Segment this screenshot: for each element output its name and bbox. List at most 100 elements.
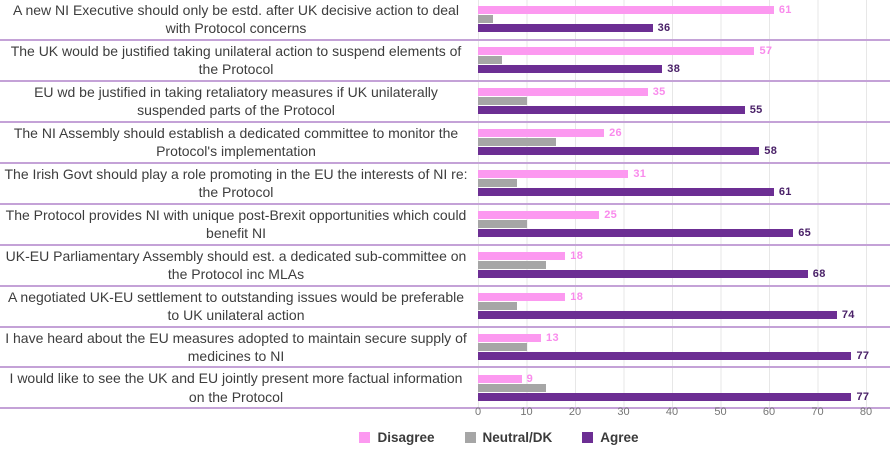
bar-disagree: 26 xyxy=(478,127,622,139)
row-plot-area: 26 58 xyxy=(478,123,890,162)
legend-swatch xyxy=(359,432,371,443)
bar-neutral-dk xyxy=(478,97,527,106)
category-label: I would like to see the UK and EU jointl… xyxy=(9,370,463,405)
x-tick-label: 80 xyxy=(859,406,873,418)
data-label: 61 xyxy=(778,4,792,17)
chart-legend: Disagree Neutral/DK Agree xyxy=(0,430,890,445)
data-label: 68 xyxy=(812,268,826,281)
row-plot-area: 18 74 xyxy=(478,287,890,326)
bar-disagree: 18 xyxy=(478,291,583,303)
bar-group: 18 74 xyxy=(478,291,866,321)
row-plot-area: 25 65 xyxy=(478,205,890,244)
data-label: 35 xyxy=(652,86,666,99)
chart-row: EU wd be justified in taking retaliatory… xyxy=(0,82,890,123)
chart-row: UK-EU Parliamentary Assembly should est.… xyxy=(0,246,890,287)
legend-swatch xyxy=(464,432,476,443)
x-tick-label: 30 xyxy=(617,406,630,418)
bar-agree: 61 xyxy=(478,186,791,198)
bar-group: 9 77 xyxy=(478,373,869,403)
bar-agree: 36 xyxy=(478,22,670,34)
bar-group: 61 36 xyxy=(478,4,866,34)
data-label: 25 xyxy=(604,209,618,222)
bar-agree: 77 xyxy=(478,391,869,403)
data-label: 18 xyxy=(570,250,584,263)
x-tick-label: 0 xyxy=(474,406,482,418)
legend-label: Neutral/DK xyxy=(482,430,553,445)
bar-disagree: 61 xyxy=(478,4,791,16)
bar-disagree: 13 xyxy=(478,332,559,344)
bar-disagree: 57 xyxy=(478,45,772,57)
data-label: 13 xyxy=(546,331,559,344)
bar-neutral-dk xyxy=(478,138,556,147)
bar-agree: 55 xyxy=(478,104,762,116)
data-label: 58 xyxy=(764,145,778,158)
legend-item-agree: Agree xyxy=(582,430,639,445)
data-label: 55 xyxy=(749,104,763,117)
bar-group: 18 68 xyxy=(478,250,866,280)
data-label: 77 xyxy=(856,349,870,362)
chart-row: The UK would be justified taking unilate… xyxy=(0,41,890,82)
x-tick-label: 20 xyxy=(568,406,582,418)
data-label: 38 xyxy=(667,63,681,76)
data-label: 36 xyxy=(657,22,671,35)
data-label: 26 xyxy=(609,127,622,140)
bar-agree: 38 xyxy=(478,63,680,75)
legend-label: Agree xyxy=(600,430,639,445)
row-plot-area: 9 77 xyxy=(478,368,890,407)
data-label: 9 xyxy=(526,372,534,385)
data-label: 18 xyxy=(570,291,584,304)
x-tick-label: 50 xyxy=(714,406,727,418)
row-plot-area: 61 36 xyxy=(478,0,890,39)
x-axis: 0 10 20 30 40 50 60 70 80 xyxy=(474,406,872,422)
bar-disagree: 9 xyxy=(478,373,533,385)
bar-group: 26 58 xyxy=(478,127,866,157)
bar-disagree: 35 xyxy=(478,86,665,98)
x-tick-label: 70 xyxy=(811,406,824,418)
row-plot-area: 31 61 xyxy=(478,164,890,203)
bar-disagree: 31 xyxy=(478,168,646,180)
row-plot-area: 13 77 xyxy=(478,328,890,367)
bar-neutral-dk xyxy=(478,15,493,24)
category-label: EU wd be justified in taking retaliatory… xyxy=(34,83,438,119)
legend-label: Disagree xyxy=(377,430,435,445)
category-label: The Irish Govt should play a role promot… xyxy=(4,165,468,201)
data-label: 31 xyxy=(633,168,647,181)
category-label: A negotiated UK-EU settlement to outstan… xyxy=(7,288,465,324)
bar-group: 31 61 xyxy=(478,168,866,198)
bar-agree: 58 xyxy=(478,145,777,157)
bar-neutral-dk xyxy=(478,302,517,311)
bar-agree: 77 xyxy=(478,350,869,362)
category-label: The NI Assembly should establish a dedic… xyxy=(13,124,459,160)
data-label: 61 xyxy=(778,186,792,199)
x-tick-label: 60 xyxy=(762,406,776,418)
data-label: 57 xyxy=(759,45,773,58)
chart-rows: A new NI Executive should only be estd. … xyxy=(0,0,890,410)
bar-disagree: 25 xyxy=(478,209,617,221)
data-label: 65 xyxy=(798,227,812,240)
bar-neutral-dk xyxy=(478,220,527,229)
category-label: A new NI Executive should only be estd. … xyxy=(13,2,459,37)
data-label: 77 xyxy=(856,390,870,403)
row-plot-area: 35 55 xyxy=(478,82,890,121)
chart-row: A new NI Executive should only be estd. … xyxy=(0,0,890,41)
legend-item-disagree: Disagree xyxy=(359,430,435,445)
bar-agree: 65 xyxy=(478,227,811,239)
bar-group: 13 77 xyxy=(478,332,869,362)
category-label: UK-EU Parliamentary Assembly should est.… xyxy=(5,247,467,283)
category-label: The UK would be justified taking unilate… xyxy=(10,42,462,78)
bar-group: 35 55 xyxy=(478,86,866,116)
category-label: I have heard about the EU measures adopt… xyxy=(5,329,467,364)
legend-swatch xyxy=(582,432,594,443)
row-plot-area: 57 38 xyxy=(478,41,890,80)
x-tick-label: 10 xyxy=(520,406,533,418)
bar-group: 25 65 xyxy=(478,209,866,239)
bar-disagree: 18 xyxy=(478,250,583,262)
bar-agree: 74 xyxy=(478,309,854,321)
x-tick-label: 40 xyxy=(665,406,679,418)
bar-neutral-dk xyxy=(478,56,503,65)
legend-item-neutral-dk: Neutral/DK xyxy=(464,430,553,445)
bar-agree: 68 xyxy=(478,268,825,280)
chart-row: The Irish Govt should play a role promot… xyxy=(0,164,890,205)
bar-neutral-dk xyxy=(478,383,546,392)
